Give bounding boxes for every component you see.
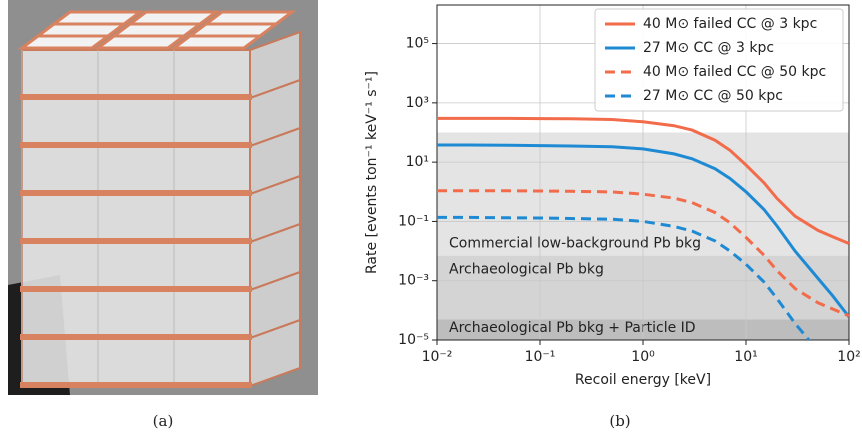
top-tile bbox=[38, 24, 124, 36]
module-front bbox=[22, 146, 250, 194]
top-tile bbox=[22, 36, 108, 48]
band-label: Archaeological Pb bkg bbox=[449, 262, 604, 278]
module-front bbox=[22, 242, 250, 290]
x-axis-label: Recoil energy [keV] bbox=[575, 372, 711, 388]
x-tick-label: 10⁻¹ bbox=[525, 349, 556, 365]
x-tick-label: 10⁰ bbox=[631, 349, 655, 365]
y-tick-label: 10⁻⁵ bbox=[398, 332, 429, 348]
top-tile bbox=[54, 12, 140, 24]
copper-frame bbox=[20, 382, 252, 388]
y-axis-label: Rate [events ton⁻¹ keV⁻¹ s⁻¹] bbox=[364, 71, 380, 274]
caption: (b) bbox=[609, 412, 630, 430]
legend-label: 27 M⊙ CC @ 50 kpc bbox=[643, 88, 783, 104]
y-tick-label: 10¹ bbox=[406, 154, 429, 170]
module-front bbox=[22, 290, 250, 338]
module-front bbox=[22, 98, 250, 146]
caption: (a) bbox=[153, 412, 174, 430]
detector-render bbox=[8, 0, 318, 395]
top-tile bbox=[174, 36, 260, 48]
module-front bbox=[22, 50, 250, 98]
figure: (a) (b) Commercial low-background Pb bkg… bbox=[0, 0, 862, 440]
module-front bbox=[22, 338, 250, 386]
copper-frame bbox=[20, 190, 252, 196]
y-tick-label: 10⁻¹ bbox=[398, 213, 429, 229]
copper-frame bbox=[20, 142, 252, 148]
module-front bbox=[22, 194, 250, 242]
y-tick-label: 10³ bbox=[406, 95, 429, 111]
y-tick-label: 10⁵ bbox=[406, 36, 429, 52]
top-tile bbox=[98, 36, 184, 48]
copper-frame bbox=[20, 286, 252, 292]
band-label: Commercial low-background Pb bkg bbox=[449, 236, 701, 252]
copper-frame bbox=[20, 334, 252, 340]
top-tile bbox=[114, 24, 200, 36]
x-tick-label: 10¹ bbox=[734, 349, 757, 365]
copper-frame bbox=[20, 238, 252, 244]
legend-label: 40 M⊙ failed CC @ 50 kpc bbox=[643, 64, 826, 80]
y-tick-label: 10⁻³ bbox=[398, 273, 429, 289]
band-label: Archaeological Pb bkg + Particle ID bbox=[449, 320, 696, 336]
copper-frame bbox=[20, 94, 252, 100]
legend-label: 27 M⊙ CC @ 3 kpc bbox=[643, 40, 774, 56]
legend-label: 40 M⊙ failed CC @ 3 kpc bbox=[643, 16, 817, 32]
top-tile bbox=[190, 24, 276, 36]
x-tick-label: 10⁻² bbox=[422, 349, 453, 365]
top-tile bbox=[130, 12, 216, 24]
top-tile bbox=[206, 12, 292, 24]
x-tick-label: 10² bbox=[837, 349, 860, 365]
